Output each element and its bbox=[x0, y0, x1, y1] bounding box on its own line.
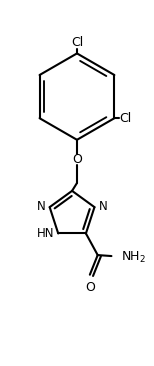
Text: N: N bbox=[98, 199, 107, 213]
Text: O: O bbox=[85, 281, 95, 294]
Text: N: N bbox=[37, 199, 46, 213]
Text: Cl: Cl bbox=[71, 36, 83, 49]
Text: HN: HN bbox=[37, 227, 54, 240]
Text: O: O bbox=[72, 153, 82, 166]
Text: NH$_2$: NH$_2$ bbox=[121, 250, 146, 265]
Text: Cl: Cl bbox=[119, 112, 132, 125]
